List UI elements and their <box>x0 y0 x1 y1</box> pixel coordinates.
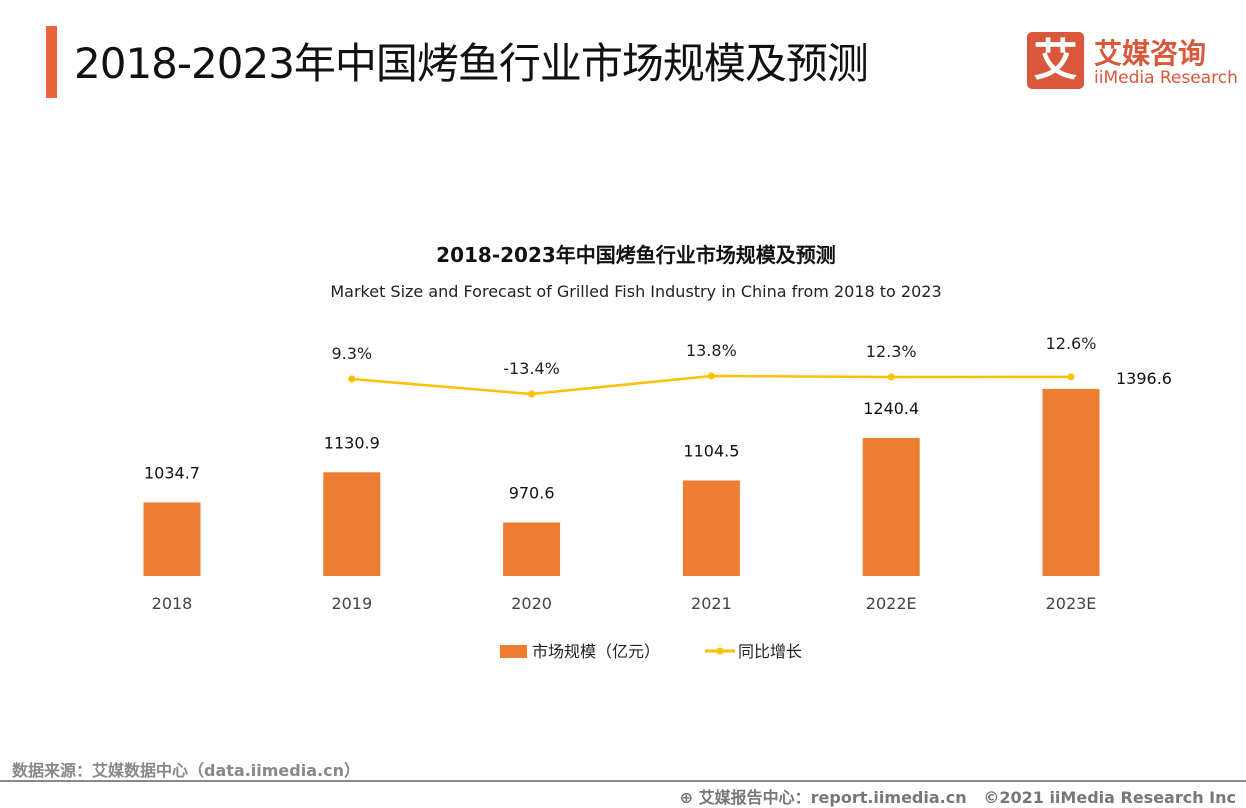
title-accent-bar <box>46 26 57 98</box>
x-tick-2023E: 2023E <box>1046 594 1097 613</box>
logo-mark: 艾 <box>1027 32 1084 89</box>
legend-line-label: 同比增长 <box>738 642 802 661</box>
chart-title: 2018-2023年中国烤鱼行业市场规模及预测 <box>436 243 836 267</box>
logo-cn: 艾媒咨询 <box>1094 37 1207 70</box>
growth-point-2020 <box>528 390 536 398</box>
bar-label-2019: 1130.9 <box>324 433 380 452</box>
bar-2020 <box>503 522 561 576</box>
bar-label-2018: 1034.7 <box>144 463 200 482</box>
bar-label-2020: 970.6 <box>509 484 555 503</box>
page-title: 2018-2023年中国烤鱼行业市场规模及预测 <box>74 39 869 88</box>
growth-point-2021 <box>707 372 715 380</box>
growth-label-2023E: 12.6% <box>1046 334 1097 353</box>
bar-2023E <box>1042 388 1100 576</box>
copyright: ©2021 iiMedia Research Inc <box>983 788 1236 807</box>
growth-point-2019 <box>348 375 356 383</box>
growth-label-2020: -13.4% <box>503 359 560 378</box>
x-tick-2018: 2018 <box>152 594 193 613</box>
legend-line-marker <box>716 647 724 655</box>
footer-text: ⊕ 艾媒报告中心：report.iimedia.cn ©2021 iiMedia… <box>680 784 1236 808</box>
x-tick-2021: 2021 <box>691 594 732 613</box>
x-tick-2020: 2020 <box>511 594 552 613</box>
bar-label-2023E: 1396.6 <box>1116 369 1172 388</box>
report-link[interactable]: 艾媒报告中心：report.iimedia.cn <box>698 788 967 807</box>
growth-point-2022E <box>887 373 895 381</box>
globe-icon: ⊕ <box>679 788 699 807</box>
x-tick-2022E: 2022E <box>866 594 917 613</box>
bar-label-2021: 1104.5 <box>683 442 739 461</box>
growth-label-2021: 13.8% <box>686 341 737 360</box>
bar-2022E <box>862 437 920 576</box>
bar-2019 <box>323 472 381 576</box>
logo-en: iiMedia Research <box>1094 68 1238 88</box>
growth-point-2023E <box>1067 373 1075 381</box>
legend-bar-swatch <box>500 645 527 658</box>
growth-label-2022E: 12.3% <box>866 342 917 361</box>
bar-2018 <box>143 502 201 576</box>
bar-label-2022E: 1240.4 <box>863 399 919 418</box>
growth-label-2019: 9.3% <box>331 344 372 363</box>
legend-bar-label: 市场规模（亿元） <box>532 642 660 661</box>
footer-divider <box>0 780 1246 782</box>
bar-2021 <box>682 480 740 576</box>
x-tick-2019: 2019 <box>331 594 372 613</box>
data-source: 数据来源：艾媒数据中心（data.iimedia.cn） <box>12 761 360 780</box>
chart-subtitle: Market Size and Forecast of Grilled Fish… <box>330 282 941 301</box>
